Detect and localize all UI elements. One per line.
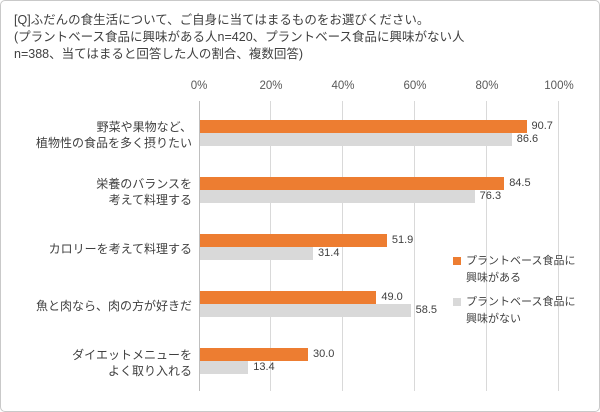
legend-item: プラントベース食品に興味がある	[453, 253, 582, 287]
x-axis-tick: 60%	[403, 80, 427, 92]
y-axis-line	[199, 101, 200, 391]
bar-interested	[200, 291, 377, 304]
value-label: 76.3	[479, 190, 502, 202]
x-axis-tick: 100%	[544, 80, 574, 92]
category-label: 魚と肉なら、肉の方が好きだ	[9, 277, 192, 334]
bar-not-interested	[200, 361, 249, 374]
chart-title: [Q]ふだんの食生活について、ご自身に当てはまるものをお選びください。 (プラン…	[14, 12, 465, 63]
category-label-line: 栄養のバランスを	[96, 176, 192, 191]
title-line-1: [Q]ふだんの食生活について、ご自身に当てはまるものをお選びください。	[14, 13, 430, 27]
category-label-line: カロリーを考えて料理する	[48, 241, 192, 256]
value-label: 30.0	[313, 348, 335, 360]
value-label: 31.4	[318, 247, 340, 259]
category-label: カロリーを考えて料理する	[9, 220, 192, 277]
x-axis-tick: 20%	[259, 80, 283, 92]
value-label: 13.4	[253, 361, 275, 373]
bar-interested	[200, 348, 308, 361]
legend-label: プラントベース食品に興味がない	[466, 296, 576, 325]
title-line-3: n=388、当てはまると回答した人の割合、複数回答)	[14, 47, 304, 61]
plot-area: 90.7 86.6 84.5 76.3 51.9 31.4 49.0 58.5 30.0 13.4	[199, 101, 559, 391]
category-label: ダイエットメニューを よく取り入れる	[9, 334, 192, 391]
value-label: 49.0	[381, 291, 403, 303]
value-label: 86.6	[516, 133, 539, 145]
title-line-2: (プラントベース食品に興味がある人n=420、プラントベース食品に興味がない人	[14, 30, 465, 44]
category-label-line: 野菜や果物など、	[96, 119, 192, 134]
category-label: 野菜や果物など、 植物性の食品を多く摂りたい	[9, 106, 192, 163]
bar-not-interested	[200, 304, 411, 317]
value-label: 51.9	[391, 234, 414, 246]
x-axis-tick: 80%	[475, 80, 499, 92]
bar-interested	[200, 120, 527, 133]
value-label: 58.5	[415, 304, 438, 316]
category-label-line: ダイエットメニューを	[72, 347, 192, 362]
value-label: 84.5	[509, 177, 531, 189]
gridline	[486, 101, 487, 391]
legend: プラントベース食品に興味がある プラントベース食品に興味がない	[453, 253, 582, 335]
bar-not-interested	[200, 190, 475, 203]
category-label: 栄養のバランスを 考えて料理する	[9, 163, 192, 220]
legend-label: プラントベース食品に興味がある	[466, 255, 576, 284]
legend-marker-not-interested	[453, 298, 461, 306]
bar-not-interested	[200, 133, 512, 146]
gridline	[558, 101, 559, 391]
value-label: 90.7	[531, 120, 553, 132]
bar-interested	[200, 177, 505, 190]
category-label-line: 考えて料理する	[108, 192, 192, 207]
bar-interested	[200, 234, 387, 247]
x-axis-tick: 40%	[331, 80, 355, 92]
legend-item: プラントベース食品に興味がない	[453, 294, 582, 328]
category-label-line: 植物性の食品を多く摂りたい	[35, 135, 192, 150]
bar-not-interested	[200, 247, 314, 260]
legend-marker-interested	[453, 257, 461, 265]
gridline	[414, 101, 415, 391]
x-axis-tick: 0%	[190, 80, 208, 92]
category-label-line: よく取り入れる	[107, 363, 192, 378]
category-label-line: 魚と肉なら、肉の方が好きだ	[35, 298, 192, 313]
